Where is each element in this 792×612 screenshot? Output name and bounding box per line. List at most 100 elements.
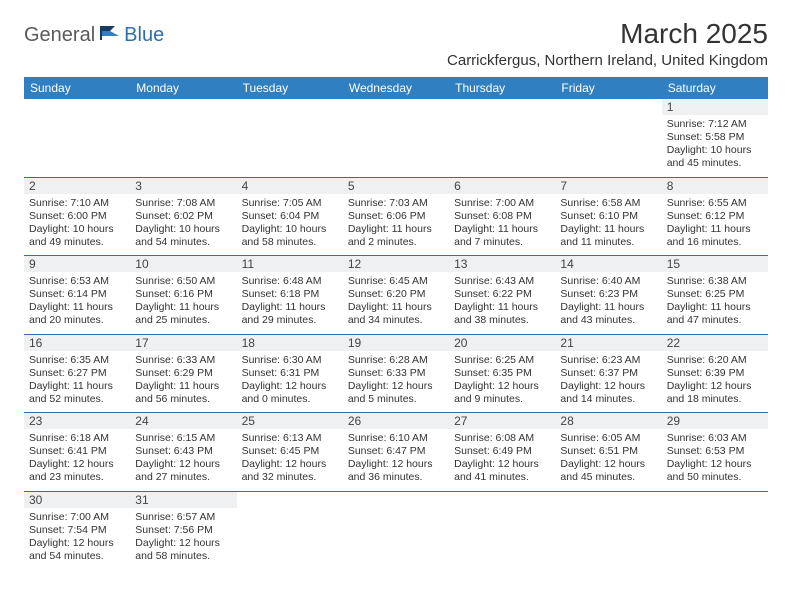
header: General Blue March 2025 Carrickfergus, N…: [24, 18, 768, 69]
sunset-text: Sunset: 6:35 PM: [454, 367, 550, 380]
sunset-text: Sunset: 6:08 PM: [454, 210, 550, 223]
calendar-day-cell: 29Sunrise: 6:03 AMSunset: 6:53 PMDayligh…: [662, 413, 768, 492]
daylight-text: Daylight: 12 hours and 23 minutes.: [29, 458, 125, 484]
day-details: Sunrise: 6:23 AMSunset: 6:37 PMDaylight:…: [560, 354, 656, 407]
sunrise-text: Sunrise: 6:05 AM: [560, 432, 656, 445]
day-number: [237, 492, 343, 508]
sunset-text: Sunset: 6:39 PM: [667, 367, 763, 380]
sunrise-text: Sunrise: 6:48 AM: [242, 275, 338, 288]
day-details: Sunrise: 6:57 AMSunset: 7:56 PMDaylight:…: [135, 511, 231, 564]
sunset-text: Sunset: 6:06 PM: [348, 210, 444, 223]
day-header: Tuesday: [237, 77, 343, 99]
day-number: [343, 492, 449, 508]
day-number: [449, 492, 555, 508]
daylight-text: Daylight: 10 hours and 45 minutes.: [667, 144, 763, 170]
sunrise-text: Sunrise: 7:12 AM: [667, 118, 763, 131]
day-number: 2: [24, 178, 130, 194]
day-number: [555, 492, 661, 508]
day-details: Sunrise: 7:00 AMSunset: 7:54 PMDaylight:…: [29, 511, 125, 564]
sunrise-text: Sunrise: 6:08 AM: [454, 432, 550, 445]
page: General Blue March 2025 Carrickfergus, N…: [0, 0, 792, 587]
day-number: 28: [555, 413, 661, 429]
day-number: 22: [662, 335, 768, 351]
day-details: Sunrise: 7:10 AMSunset: 6:00 PMDaylight:…: [29, 197, 125, 250]
daylight-text: Daylight: 12 hours and 9 minutes.: [454, 380, 550, 406]
title-block: March 2025 Carrickfergus, Northern Irela…: [447, 18, 768, 69]
daylight-text: Daylight: 11 hours and 38 minutes.: [454, 301, 550, 327]
sunrise-text: Sunrise: 6:03 AM: [667, 432, 763, 445]
calendar-day-cell: [449, 491, 555, 569]
day-number: 18: [237, 335, 343, 351]
day-details: Sunrise: 6:43 AMSunset: 6:22 PMDaylight:…: [454, 275, 550, 328]
calendar-day-cell: [662, 491, 768, 569]
calendar-day-cell: 26Sunrise: 6:10 AMSunset: 6:47 PMDayligh…: [343, 413, 449, 492]
daylight-text: Daylight: 11 hours and 25 minutes.: [135, 301, 231, 327]
calendar-day-cell: 30Sunrise: 7:00 AMSunset: 7:54 PMDayligh…: [24, 491, 130, 569]
sunrise-text: Sunrise: 6:33 AM: [135, 354, 231, 367]
day-details: Sunrise: 6:35 AMSunset: 6:27 PMDaylight:…: [29, 354, 125, 407]
daylight-text: Daylight: 12 hours and 32 minutes.: [242, 458, 338, 484]
sunset-text: Sunset: 6:23 PM: [560, 288, 656, 301]
sunrise-text: Sunrise: 7:10 AM: [29, 197, 125, 210]
day-number: 17: [130, 335, 236, 351]
calendar-day-cell: 5Sunrise: 7:03 AMSunset: 6:06 PMDaylight…: [343, 177, 449, 256]
calendar-day-cell: 1Sunrise: 7:12 AMSunset: 5:58 PMDaylight…: [662, 99, 768, 177]
day-details: Sunrise: 6:28 AMSunset: 6:33 PMDaylight:…: [348, 354, 444, 407]
sunset-text: Sunset: 6:25 PM: [667, 288, 763, 301]
calendar-day-cell: 18 Sunrise: 6:30 AMSunset: 6:31 PMDayligh…: [237, 334, 343, 413]
sunset-text: Sunset: 6:18 PM: [242, 288, 338, 301]
day-details: Sunrise: 6:50 AMSunset: 6:16 PMDaylight:…: [135, 275, 231, 328]
calendar-day-cell: 12Sunrise: 6:45 AMSunset: 6:20 PMDayligh…: [343, 256, 449, 335]
sunset-text: Sunset: 5:58 PM: [667, 131, 763, 144]
day-details: Sunrise: 7:05 AMSunset: 6:04 PMDaylight:…: [242, 197, 338, 250]
calendar-day-cell: 2 Sunrise: 7:10 AMSunset: 6:00 PMDaylight…: [24, 177, 130, 256]
sunset-text: Sunset: 6:37 PM: [560, 367, 656, 380]
daylight-text: Daylight: 12 hours and 58 minutes.: [135, 537, 231, 563]
daylight-text: Daylight: 12 hours and 0 minutes.: [242, 380, 338, 406]
day-details: Sunrise: 6:05 AMSunset: 6:51 PMDaylight:…: [560, 432, 656, 485]
day-details: Sunrise: 6:58 AMSunset: 6:10 PMDaylight:…: [560, 197, 656, 250]
sunrise-text: Sunrise: 7:00 AM: [454, 197, 550, 210]
calendar-table: Sunday Monday Tuesday Wednesday Thursday…: [24, 77, 768, 569]
day-number: [662, 492, 768, 508]
day-details: Sunrise: 6:15 AMSunset: 6:43 PMDaylight:…: [135, 432, 231, 485]
day-details: Sunrise: 7:08 AMSunset: 6:02 PMDaylight:…: [135, 197, 231, 250]
daylight-text: Daylight: 12 hours and 18 minutes.: [667, 380, 763, 406]
calendar-day-cell: [237, 491, 343, 569]
sunrise-text: Sunrise: 7:05 AM: [242, 197, 338, 210]
sunset-text: Sunset: 6:14 PM: [29, 288, 125, 301]
daylight-text: Daylight: 12 hours and 5 minutes.: [348, 380, 444, 406]
day-number: 4: [237, 178, 343, 194]
daylight-text: Daylight: 10 hours and 54 minutes.: [135, 223, 231, 249]
day-number: 23: [24, 413, 130, 429]
day-number: 12: [343, 256, 449, 272]
sunset-text: Sunset: 6:53 PM: [667, 445, 763, 458]
sunset-text: Sunset: 6:43 PM: [135, 445, 231, 458]
sunrise-text: Sunrise: 6:18 AM: [29, 432, 125, 445]
day-number: 24: [130, 413, 236, 429]
sunset-text: Sunset: 6:22 PM: [454, 288, 550, 301]
calendar-week-row: 23Sunrise: 6:18 AMSunset: 6:41 PMDayligh…: [24, 413, 768, 492]
daylight-text: Daylight: 11 hours and 16 minutes.: [667, 223, 763, 249]
day-details: Sunrise: 6:03 AMSunset: 6:53 PMDaylight:…: [667, 432, 763, 485]
logo-flag-icon: [99, 24, 121, 47]
sunrise-text: Sunrise: 6:55 AM: [667, 197, 763, 210]
daylight-text: Daylight: 11 hours and 29 minutes.: [242, 301, 338, 327]
day-number: [237, 99, 343, 115]
day-number: 21: [555, 335, 661, 351]
sunset-text: Sunset: 6:20 PM: [348, 288, 444, 301]
day-details: Sunrise: 6:13 AMSunset: 6:45 PMDaylight:…: [242, 432, 338, 485]
day-number: 16: [24, 335, 130, 351]
calendar-day-cell: [555, 491, 661, 569]
sunrise-text: Sunrise: 7:00 AM: [29, 511, 125, 524]
day-number: 19: [343, 335, 449, 351]
daylight-text: Daylight: 12 hours and 41 minutes.: [454, 458, 550, 484]
day-header: Friday: [555, 77, 661, 99]
day-details: Sunrise: 6:30 AMSunset: 6:31 PMDaylight:…: [242, 354, 338, 407]
sunset-text: Sunset: 6:33 PM: [348, 367, 444, 380]
sunset-text: Sunset: 6:45 PM: [242, 445, 338, 458]
daylight-text: Daylight: 11 hours and 43 minutes.: [560, 301, 656, 327]
day-details: Sunrise: 6:08 AMSunset: 6:49 PMDaylight:…: [454, 432, 550, 485]
sunrise-text: Sunrise: 6:15 AM: [135, 432, 231, 445]
calendar-day-cell: 9Sunrise: 6:53 AMSunset: 6:14 PMDaylight…: [24, 256, 130, 335]
